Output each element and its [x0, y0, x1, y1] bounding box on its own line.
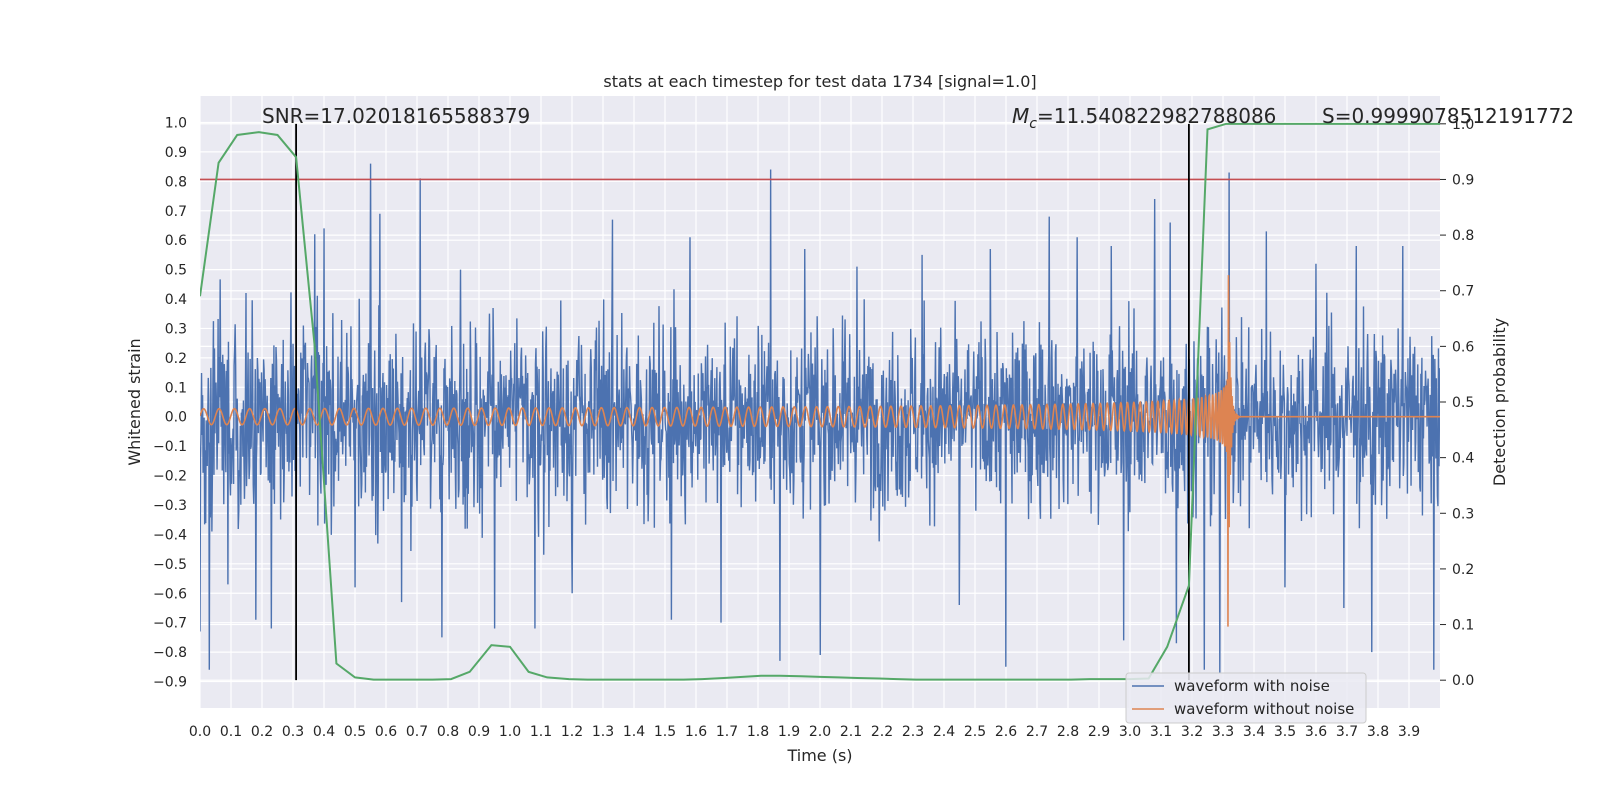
y-tick-label: 0.4: [165, 292, 187, 308]
x-tick-label: 0.2: [251, 724, 273, 740]
y2-tick-label: 0.9: [1452, 172, 1474, 188]
legend-label-clean: waveform without noise: [1174, 700, 1354, 718]
x-tick-label: 1.8: [747, 724, 769, 740]
x-tick-label: 2.0: [809, 724, 831, 740]
x-tick-label: 3.8: [1367, 724, 1389, 740]
y2-tick-label: 0.7: [1452, 284, 1474, 300]
chirp-mass-value: =11.540822982788086: [1037, 104, 1276, 128]
x-tick-label: 2.1: [840, 724, 862, 740]
x-tick-label: 1.5: [654, 724, 676, 740]
y-tick-label: −0.4: [153, 527, 187, 543]
x-tick-label: 1.4: [623, 724, 645, 740]
snr-annotation: SNR=17.02018165588379: [262, 104, 530, 128]
y2-tick-label: 0.2: [1452, 562, 1474, 578]
y-tick-label: −0.5: [153, 557, 187, 573]
y2-tick-label: 0.1: [1452, 618, 1474, 634]
y-tick-label: 0.7: [165, 204, 187, 220]
x-tick-label: 1.7: [716, 724, 738, 740]
x-tick-label: 0.0: [189, 724, 211, 740]
y2-tick-label: 0.0: [1452, 673, 1474, 689]
x-tick-label: 2.2: [871, 724, 893, 740]
series-detection-probability: [200, 122, 1440, 681]
y-tick-label: −0.6: [153, 586, 187, 602]
x-axis-label: Time (s): [786, 746, 852, 765]
legend-box: [1125, 672, 1367, 724]
y-axis-label: Whitened strain: [125, 338, 144, 465]
chirp-mass-annotation: Mc=11.540822982788086: [1012, 104, 1276, 132]
y-tick-label: −0.8: [153, 645, 187, 661]
x-tick-label: 0.8: [437, 724, 459, 740]
x-tick-label: 0.6: [375, 724, 397, 740]
x-tick-label: 3.2: [1181, 724, 1203, 740]
y-tick-label: 0.3: [165, 321, 187, 337]
x-tick-label: 2.5: [964, 724, 986, 740]
y-axis-ticks: 1.0 0.9 0.8 0.7 0.6 0.5 0.4 0.3 0.2 0.1 0.0 −0.1 −0.…: [153, 115, 187, 690]
y-tick-label: 0.9: [165, 145, 187, 161]
x-tick-label: 0.5: [344, 724, 366, 740]
x-tick-label: 2.3: [902, 724, 924, 740]
x-tick-label: 3.0: [1119, 724, 1141, 740]
y-tick-label: 0.0: [165, 410, 187, 426]
y-tick-label: −0.9: [153, 675, 187, 691]
y-tick-label: −0.7: [153, 616, 187, 632]
x-tick-label: 1.0: [499, 724, 521, 740]
chirp-mass-subscript: c: [1029, 116, 1037, 132]
x-tick-label: 3.4: [1243, 724, 1265, 740]
x-tick-label: 2.8: [1057, 724, 1079, 740]
x-tick-label: 1.1: [530, 724, 552, 740]
detection-score-annotation: S=0.9999078512191772: [1322, 104, 1574, 128]
x-tick-label: 0.7: [406, 724, 428, 740]
x-tick-label: 3.7: [1336, 724, 1358, 740]
x-tick-label: 0.3: [282, 724, 304, 740]
x-tick-label: 1.9: [778, 724, 800, 740]
y2-tick-label: 1.0: [1452, 117, 1474, 133]
series-waveform-without-noise: [200, 275, 1440, 627]
x-tick-label: 3.5: [1274, 724, 1296, 740]
x-tick-label: 3.3: [1212, 724, 1234, 740]
series-waveform-with-noise: [200, 163, 1440, 673]
x-tick-label: 2.4: [933, 724, 955, 740]
x-tick-label: 0.1: [220, 724, 242, 740]
chirp-mass-symbol: M: [1012, 104, 1029, 128]
y-tick-label: 0.2: [165, 351, 187, 367]
x-tick-label: 2.7: [1026, 724, 1048, 740]
y-tick-label: 0.8: [165, 174, 187, 190]
x-tick-label: 2.6: [995, 724, 1017, 740]
y2-tick-label: 0.8: [1452, 228, 1474, 244]
y-tick-label: −0.3: [153, 498, 187, 514]
x-tick-label: 1.6: [685, 724, 707, 740]
x-axis-ticks: 0.0 0.1 0.2 0.3 0.4 0.5 0.6 0.7 0.8 0.9 1.0 1.1 1.2 1…: [189, 724, 1420, 740]
y-tick-label: 0.5: [165, 263, 187, 279]
y-tick-label: 0.1: [165, 380, 187, 396]
x-tick-label: 1.3: [592, 724, 614, 740]
x-tick-label: 2.9: [1088, 724, 1110, 740]
y-tick-label: 0.6: [165, 233, 187, 249]
x-tick-label: 0.4: [313, 724, 335, 740]
chart-title: stats at each timestep for test data 173…: [603, 72, 1036, 91]
x-tick-label: 3.9: [1398, 724, 1420, 740]
x-tick-label: 0.9: [468, 724, 490, 740]
legend-label-noise: waveform with noise: [1174, 677, 1330, 695]
y-tick-label: −0.2: [153, 469, 187, 485]
y-tick-label: 1.0: [165, 115, 187, 131]
y2-axis-label: Detection probability: [1490, 318, 1509, 486]
x-tick-label: 1.2: [561, 724, 583, 740]
legend: waveform with noise waveform without noi…: [1125, 672, 1367, 724]
x-tick-label: 3.6: [1305, 724, 1327, 740]
y2-tick-label: 0.3: [1452, 506, 1474, 522]
x-tick-label: 3.1: [1150, 724, 1172, 740]
y2-tick-label: 0.4: [1452, 451, 1474, 467]
y2-tick-label: 0.5: [1452, 395, 1474, 411]
y2-axis-ticks: 1.0 0.9 0.8 0.7 0.6 0.5 0.4 0.3 0.2 0.1 0.0: [1440, 117, 1474, 689]
y2-tick-label: 0.6: [1452, 339, 1474, 355]
y-tick-label: −0.1: [153, 439, 187, 455]
